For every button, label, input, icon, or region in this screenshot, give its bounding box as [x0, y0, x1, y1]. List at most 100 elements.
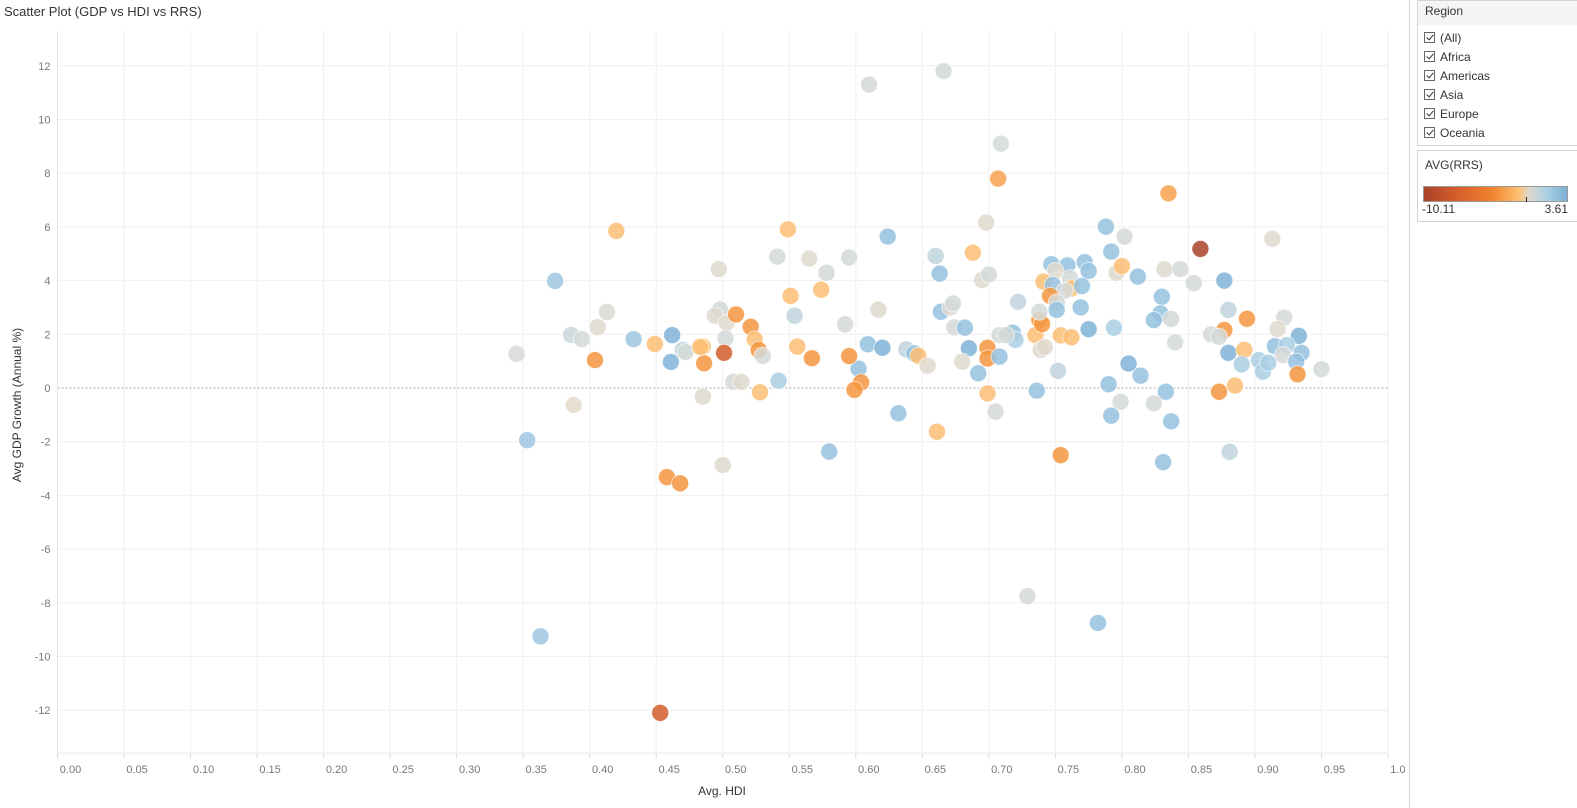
- data-point[interactable]: [1238, 309, 1256, 328]
- data-point[interactable]: [990, 347, 1009, 366]
- data-point[interactable]: [989, 169, 1008, 188]
- data-point[interactable]: [564, 396, 583, 414]
- data-point[interactable]: [934, 62, 953, 81]
- filter-option-europe[interactable]: Europe: [1418, 104, 1577, 123]
- data-point[interactable]: [1030, 302, 1049, 321]
- data-point[interactable]: [979, 265, 998, 284]
- data-point[interactable]: [546, 271, 565, 290]
- data-point[interactable]: [1215, 271, 1234, 290]
- data-point[interactable]: [788, 337, 807, 356]
- data-point[interactable]: [800, 249, 819, 268]
- data-point[interactable]: [1102, 242, 1121, 261]
- data-point[interactable]: [873, 338, 892, 357]
- data-point[interactable]: [779, 220, 797, 239]
- filter-option-americas[interactable]: Americas: [1418, 66, 1577, 85]
- data-point[interactable]: [732, 372, 751, 391]
- data-point[interactable]: [1079, 320, 1098, 339]
- data-point[interactable]: [928, 422, 946, 441]
- data-point[interactable]: [727, 305, 745, 324]
- data-point[interactable]: [1210, 327, 1228, 346]
- data-point[interactable]: [1105, 318, 1123, 337]
- data-point[interactable]: [820, 442, 839, 461]
- data-point[interactable]: [1166, 333, 1185, 352]
- data-point[interactable]: [645, 335, 664, 353]
- data-point[interactable]: [1102, 406, 1121, 425]
- data-point[interactable]: [1115, 227, 1134, 246]
- data-point[interactable]: [1152, 287, 1171, 306]
- data-point[interactable]: [1155, 260, 1174, 279]
- data-point[interactable]: [1162, 310, 1181, 328]
- data-point[interactable]: [802, 349, 821, 368]
- data-point[interactable]: [1220, 443, 1239, 461]
- panel-divider[interactable]: [1409, 0, 1410, 808]
- data-point[interactable]: [1099, 375, 1118, 394]
- data-point[interactable]: [1226, 376, 1244, 395]
- data-point[interactable]: [671, 474, 690, 493]
- data-point[interactable]: [663, 326, 682, 345]
- data-point[interactable]: [572, 330, 591, 349]
- data-point[interactable]: [781, 287, 800, 305]
- checkbox-icon[interactable]: [1424, 51, 1435, 62]
- filter-option-asia[interactable]: Asia: [1418, 85, 1577, 104]
- data-point[interactable]: [1154, 453, 1173, 472]
- data-point[interactable]: [858, 335, 877, 354]
- data-point[interactable]: [1159, 184, 1178, 203]
- data-point[interactable]: [812, 280, 831, 299]
- data-point[interactable]: [1111, 392, 1130, 411]
- data-point[interactable]: [1156, 382, 1175, 401]
- data-point[interactable]: [918, 356, 937, 375]
- filter-option-all[interactable]: (All): [1418, 28, 1577, 47]
- data-point[interactable]: [1210, 382, 1228, 401]
- data-point[interactable]: [1018, 587, 1037, 605]
- data-point[interactable]: [598, 303, 616, 321]
- data-point[interactable]: [1219, 300, 1238, 319]
- data-point[interactable]: [845, 380, 864, 399]
- data-point[interactable]: [661, 353, 680, 371]
- data-point[interactable]: [768, 247, 787, 266]
- data-point[interactable]: [1312, 360, 1331, 379]
- data-point[interactable]: [1049, 361, 1067, 380]
- data-point[interactable]: [1035, 338, 1054, 357]
- data-point[interactable]: [1051, 446, 1070, 465]
- data-point[interactable]: [1288, 365, 1307, 384]
- data-point[interactable]: [1171, 260, 1190, 278]
- data-point[interactable]: [997, 326, 1016, 345]
- checkbox-icon[interactable]: [1424, 127, 1435, 138]
- data-point[interactable]: [518, 431, 537, 449]
- data-point[interactable]: [1268, 320, 1287, 338]
- data-point[interactable]: [977, 213, 996, 232]
- data-point[interactable]: [607, 222, 626, 240]
- data-point[interactable]: [1191, 240, 1210, 258]
- data-point[interactable]: [889, 404, 908, 423]
- data-point[interactable]: [1073, 277, 1091, 295]
- data-point[interactable]: [695, 354, 714, 373]
- data-point[interactable]: [930, 264, 949, 283]
- data-point[interactable]: [1097, 217, 1115, 236]
- data-point[interactable]: [1162, 412, 1181, 431]
- data-point[interactable]: [1263, 229, 1282, 248]
- filter-option-oceania[interactable]: Oceania: [1418, 123, 1577, 142]
- data-point[interactable]: [944, 294, 962, 313]
- data-point[interactable]: [1219, 343, 1238, 362]
- data-point[interactable]: [785, 306, 804, 325]
- data-point[interactable]: [753, 346, 772, 365]
- data-point[interactable]: [651, 703, 670, 722]
- data-point[interactable]: [840, 248, 859, 267]
- data-point[interactable]: [926, 246, 945, 265]
- data-point[interactable]: [713, 456, 732, 474]
- data-point[interactable]: [956, 318, 974, 337]
- data-point[interactable]: [1027, 381, 1046, 400]
- data-point[interactable]: [869, 300, 888, 319]
- data-point[interactable]: [840, 347, 859, 365]
- data-point[interactable]: [978, 384, 997, 403]
- data-point[interactable]: [1259, 353, 1278, 372]
- data-point[interactable]: [986, 402, 1005, 421]
- data-point[interactable]: [1047, 300, 1066, 319]
- data-point[interactable]: [1062, 328, 1081, 347]
- data-point[interactable]: [507, 345, 526, 363]
- data-point[interactable]: [878, 227, 897, 246]
- data-point[interactable]: [1128, 267, 1147, 286]
- data-point[interactable]: [1071, 298, 1090, 317]
- data-point[interactable]: [963, 243, 982, 262]
- data-point[interactable]: [624, 330, 643, 349]
